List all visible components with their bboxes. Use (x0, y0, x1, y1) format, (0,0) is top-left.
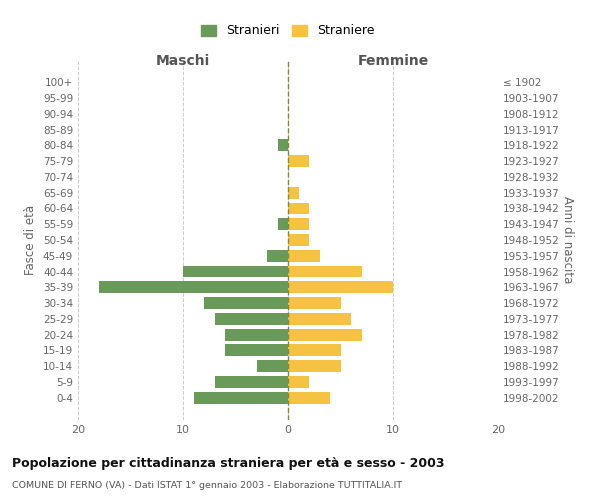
Bar (193, 392, 288, 404)
Bar (288, 218, 309, 230)
Bar (225, 328, 288, 340)
Bar (288, 282, 393, 293)
Bar (288, 376, 309, 388)
Bar (99, 282, 288, 293)
Bar (204, 297, 288, 309)
Bar (277, 218, 288, 230)
Bar (288, 328, 361, 340)
Bar (288, 234, 309, 246)
Bar (288, 344, 341, 356)
Bar (288, 360, 341, 372)
Bar (183, 266, 288, 278)
Bar (225, 344, 288, 356)
Bar (288, 297, 341, 309)
Text: COMUNE DI FERNO (VA) - Dati ISTAT 1° gennaio 2003 - Elaborazione TUTTITALIA.IT: COMUNE DI FERNO (VA) - Dati ISTAT 1° gen… (12, 481, 402, 490)
Y-axis label: Fasce di età: Fasce di età (25, 205, 37, 275)
Legend: Stranieri, Straniere: Stranieri, Straniere (196, 20, 380, 42)
Bar (288, 155, 309, 167)
Bar (215, 376, 288, 388)
Bar (277, 140, 288, 151)
Y-axis label: Anni di nascita: Anni di nascita (560, 196, 574, 284)
Bar (288, 250, 320, 262)
Bar (215, 313, 288, 325)
Bar (267, 250, 288, 262)
Bar (288, 313, 351, 325)
Bar (288, 187, 299, 198)
Text: Maschi: Maschi (156, 54, 210, 68)
Text: Popolazione per cittadinanza straniera per età e sesso - 2003: Popolazione per cittadinanza straniera p… (12, 458, 445, 470)
Bar (257, 360, 288, 372)
Bar (288, 392, 330, 404)
Bar (288, 202, 309, 214)
Text: Femmine: Femmine (358, 54, 428, 68)
Bar (288, 266, 361, 278)
